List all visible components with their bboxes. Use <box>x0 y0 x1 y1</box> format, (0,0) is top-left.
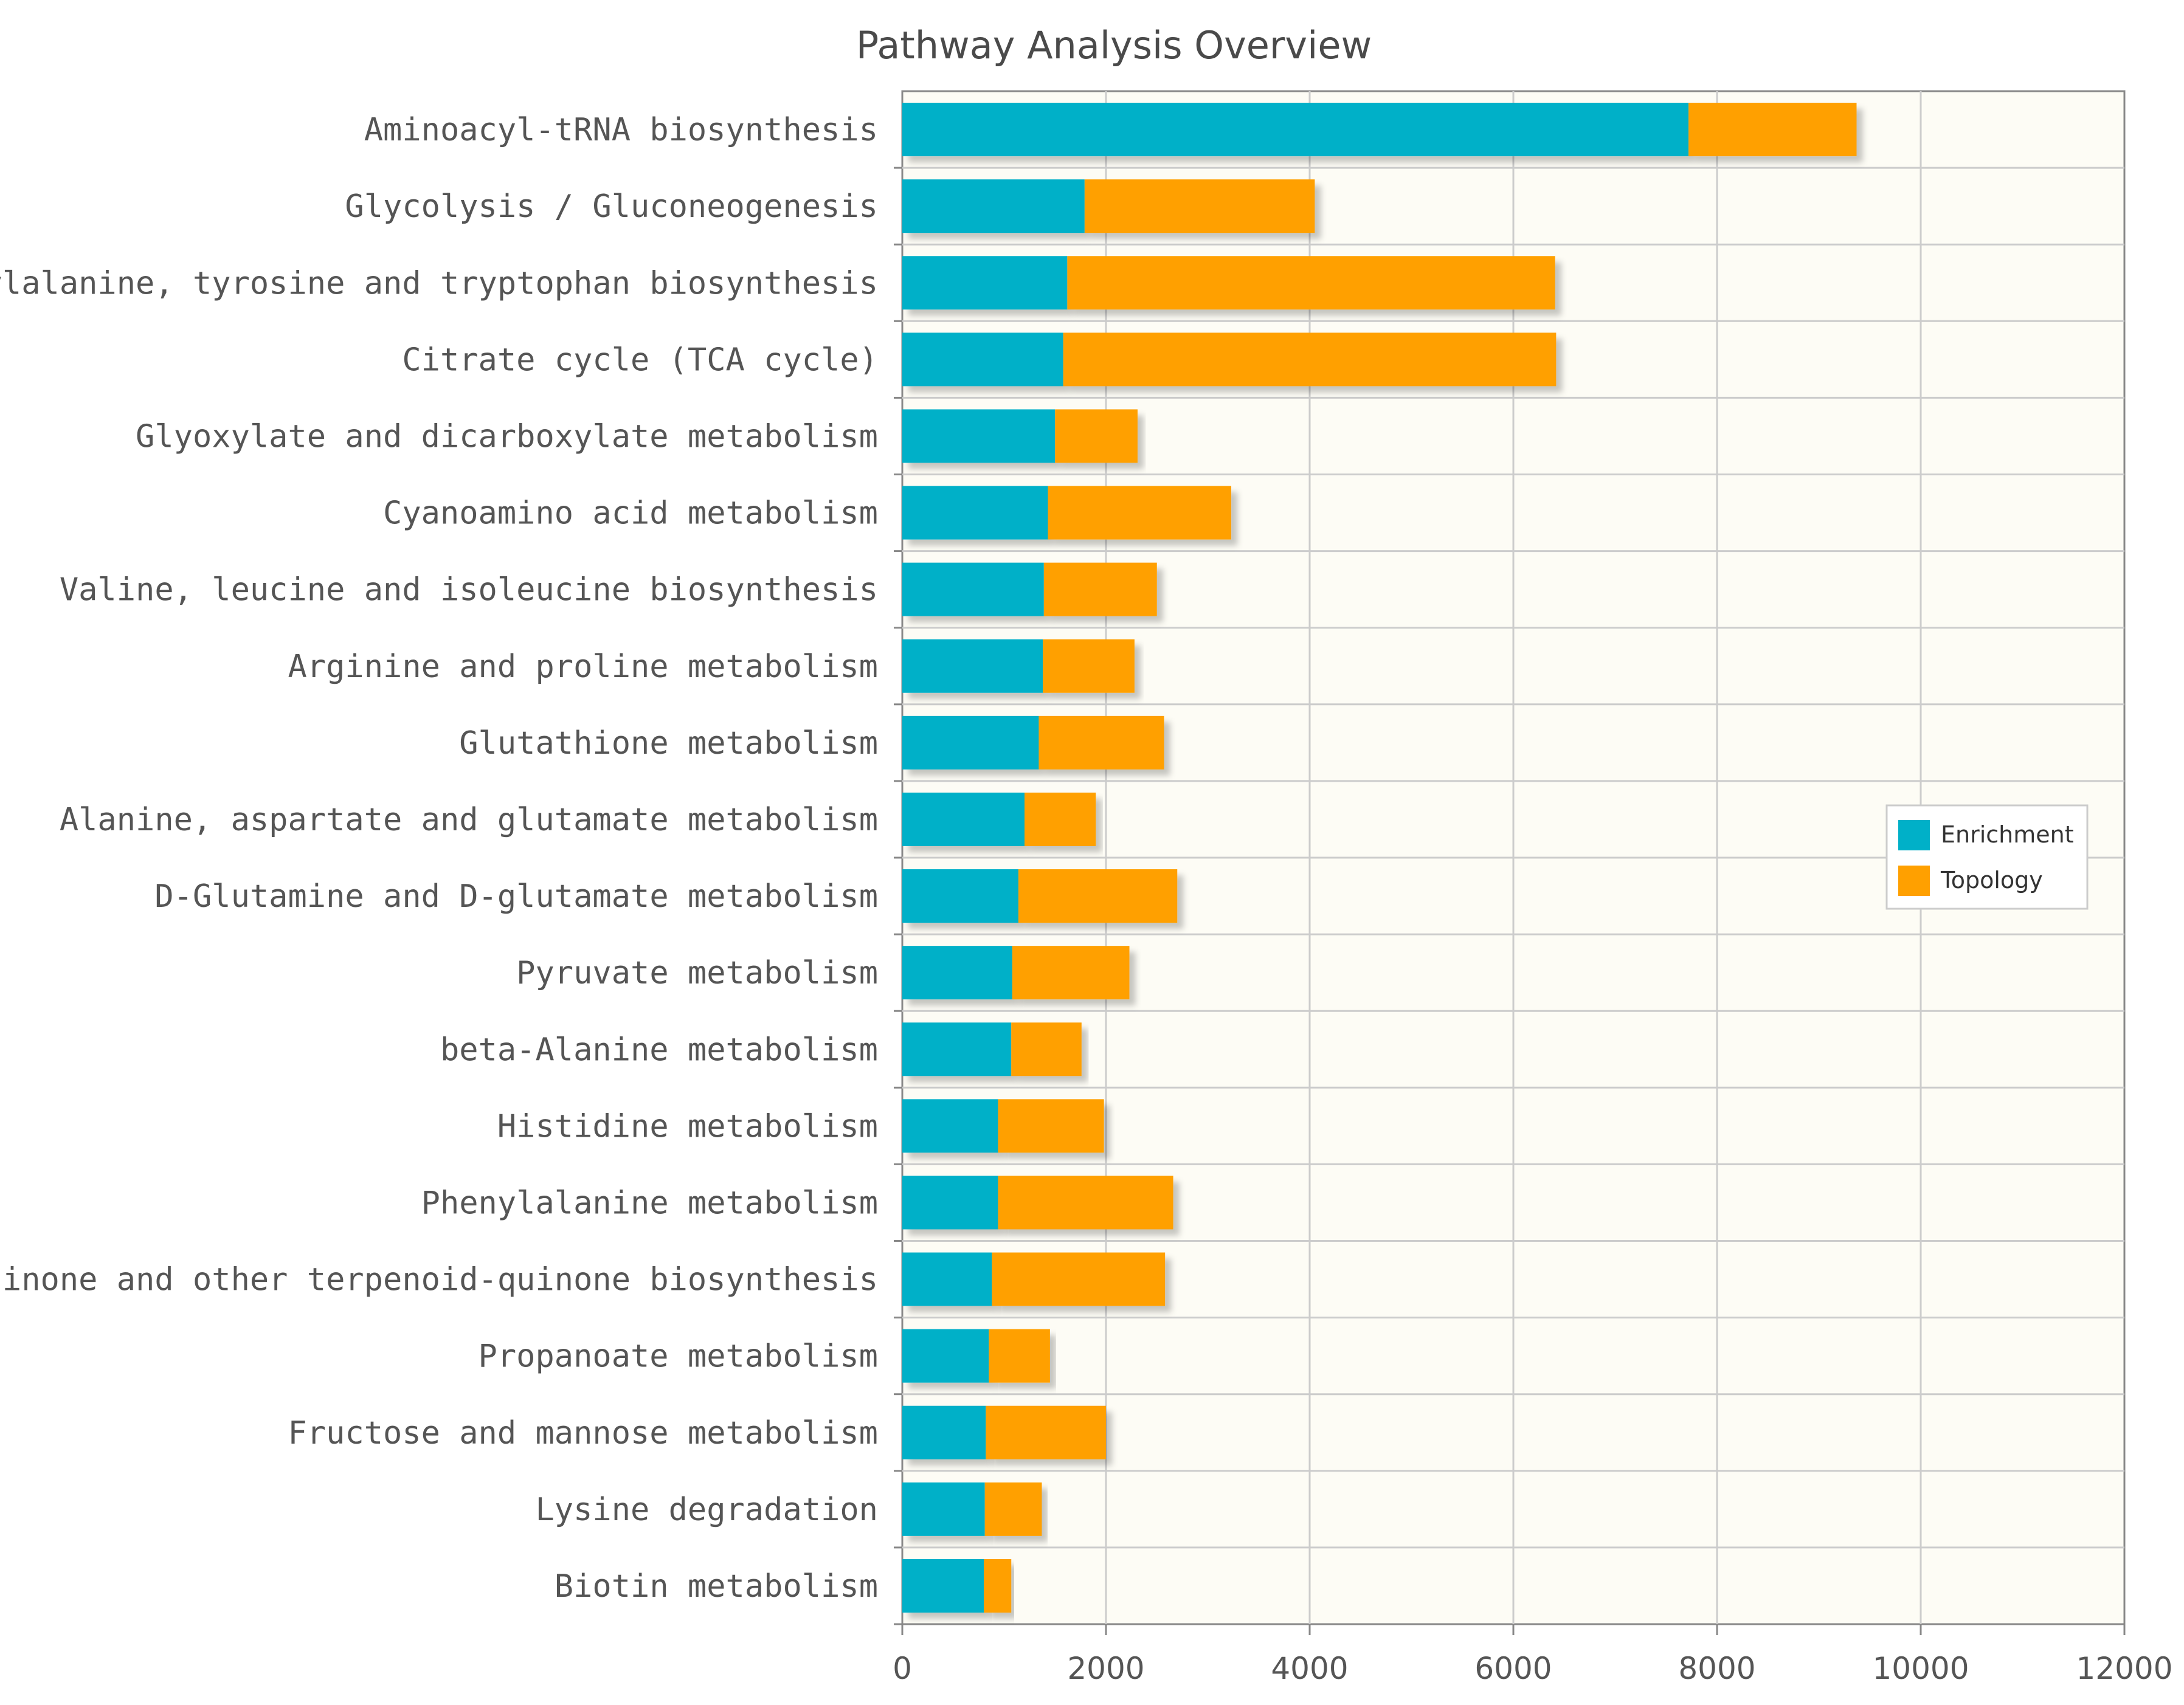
category-label: Valine, leucine and isoleucine biosynthe… <box>60 572 878 608</box>
bar-topology <box>1084 179 1315 233</box>
legend-swatch-enrichment <box>1898 820 1930 850</box>
bar-enrichment <box>902 409 1056 463</box>
category-label: Citrate cycle (TCA cycle) <box>402 342 878 378</box>
category-label: Fructose and mannose metabolism <box>288 1415 878 1452</box>
bar-topology <box>1055 409 1138 463</box>
x-tick-label: 6000 <box>1474 1651 1552 1686</box>
category-labels: Aminoacyl-tRNA biosynthesis Glycolysis / … <box>0 112 902 1625</box>
category-label: beta-Alanine metabolism <box>440 1032 878 1068</box>
bar-topology <box>1063 332 1557 387</box>
x-tick-label: 8000 <box>1678 1651 1755 1686</box>
bar-enrichment <box>902 256 1068 310</box>
bar-enrichment <box>902 869 1018 923</box>
category-label: Lysine degradation <box>535 1492 878 1528</box>
category-label: Glycolysis / Gluconeogenesis <box>345 188 878 225</box>
bar-topology <box>1688 103 1857 157</box>
bar-topology <box>1011 1022 1082 1076</box>
legend-label-topology: Topology <box>1940 867 2043 894</box>
bar-topology <box>986 1405 1106 1459</box>
grid-lines <box>902 91 2124 1624</box>
bar-enrichment <box>902 103 1689 157</box>
x-axis: 0 2000 4000 6000 8000 10000 12000 <box>893 1624 2173 1686</box>
x-tick-label: 4000 <box>1271 1651 1348 1686</box>
bar-enrichment <box>902 792 1025 846</box>
category-label: Glyoxylate and dicarboxylate metabolism <box>136 418 878 455</box>
legend: Enrichment Topology <box>1885 804 2089 910</box>
bar-topology <box>1018 869 1178 923</box>
category-label: D-Glutamine and D-glutamate metabolism <box>154 878 878 915</box>
x-tick-label: 0 <box>893 1651 912 1686</box>
bar-topology <box>984 1559 1012 1613</box>
category-label: Arginine and proline metabolism <box>288 649 878 685</box>
bar-enrichment <box>902 1022 1012 1076</box>
x-tick-label: 12000 <box>2076 1651 2172 1686</box>
bar-enrichment <box>902 946 1012 1000</box>
chart-title: Pathway Analysis Overview <box>856 23 1372 67</box>
bar-enrichment <box>902 1252 992 1306</box>
bar-enrichment <box>902 332 1063 387</box>
bar-topology <box>1038 715 1164 770</box>
bar-topology <box>984 1482 1042 1536</box>
bar-enrichment <box>902 179 1085 233</box>
bar-topology <box>1067 256 1555 310</box>
category-label: Pyruvate metabolism <box>516 955 878 991</box>
bar-topology <box>1043 562 1157 616</box>
category-label: Ubiquinone and other terpenoid-quinone b… <box>0 1262 878 1298</box>
x-tick-label: 10000 <box>1872 1651 1969 1686</box>
bar-enrichment <box>902 1482 985 1536</box>
category-label: Aminoacyl-tRNA biosynthesis <box>364 112 878 148</box>
category-label: Propanoate metabolism <box>479 1338 878 1375</box>
category-label: Glutathione metabolism <box>459 725 878 762</box>
bar-enrichment <box>902 715 1039 770</box>
bar-topology <box>1048 486 1232 540</box>
bars <box>902 103 1857 1613</box>
bar-topology <box>998 1176 1173 1230</box>
bar-enrichment <box>902 486 1048 540</box>
category-label: Phenylalanine metabolism <box>421 1185 878 1221</box>
category-label: Histidine metabolism <box>497 1108 878 1145</box>
category-label: Cyanoamino acid metabolism <box>383 495 878 532</box>
bar-enrichment <box>902 1176 998 1230</box>
bar-topology <box>992 1252 1166 1306</box>
bar-enrichment <box>902 1099 998 1153</box>
legend-label-enrichment: Enrichment <box>1941 821 2074 848</box>
bar-enrichment <box>902 1405 986 1459</box>
bar-enrichment <box>902 562 1044 616</box>
bar-enrichment <box>902 639 1043 693</box>
bar-topology <box>1043 639 1135 693</box>
bar-enrichment <box>902 1329 989 1383</box>
category-label: Alanine, aspartate and glutamate metabol… <box>60 802 878 838</box>
bar-topology <box>1012 946 1130 1000</box>
bar-topology <box>989 1329 1050 1383</box>
bar-enrichment <box>902 1559 984 1613</box>
category-label: Biotin metabolism <box>555 1568 878 1605</box>
bar-topology <box>1025 792 1096 846</box>
bar-topology <box>998 1099 1104 1153</box>
category-label: Phenylalanine, tyrosine and tryptophan b… <box>0 265 878 301</box>
legend-swatch-topology <box>1898 866 1930 896</box>
x-tick-label: 2000 <box>1067 1651 1144 1686</box>
